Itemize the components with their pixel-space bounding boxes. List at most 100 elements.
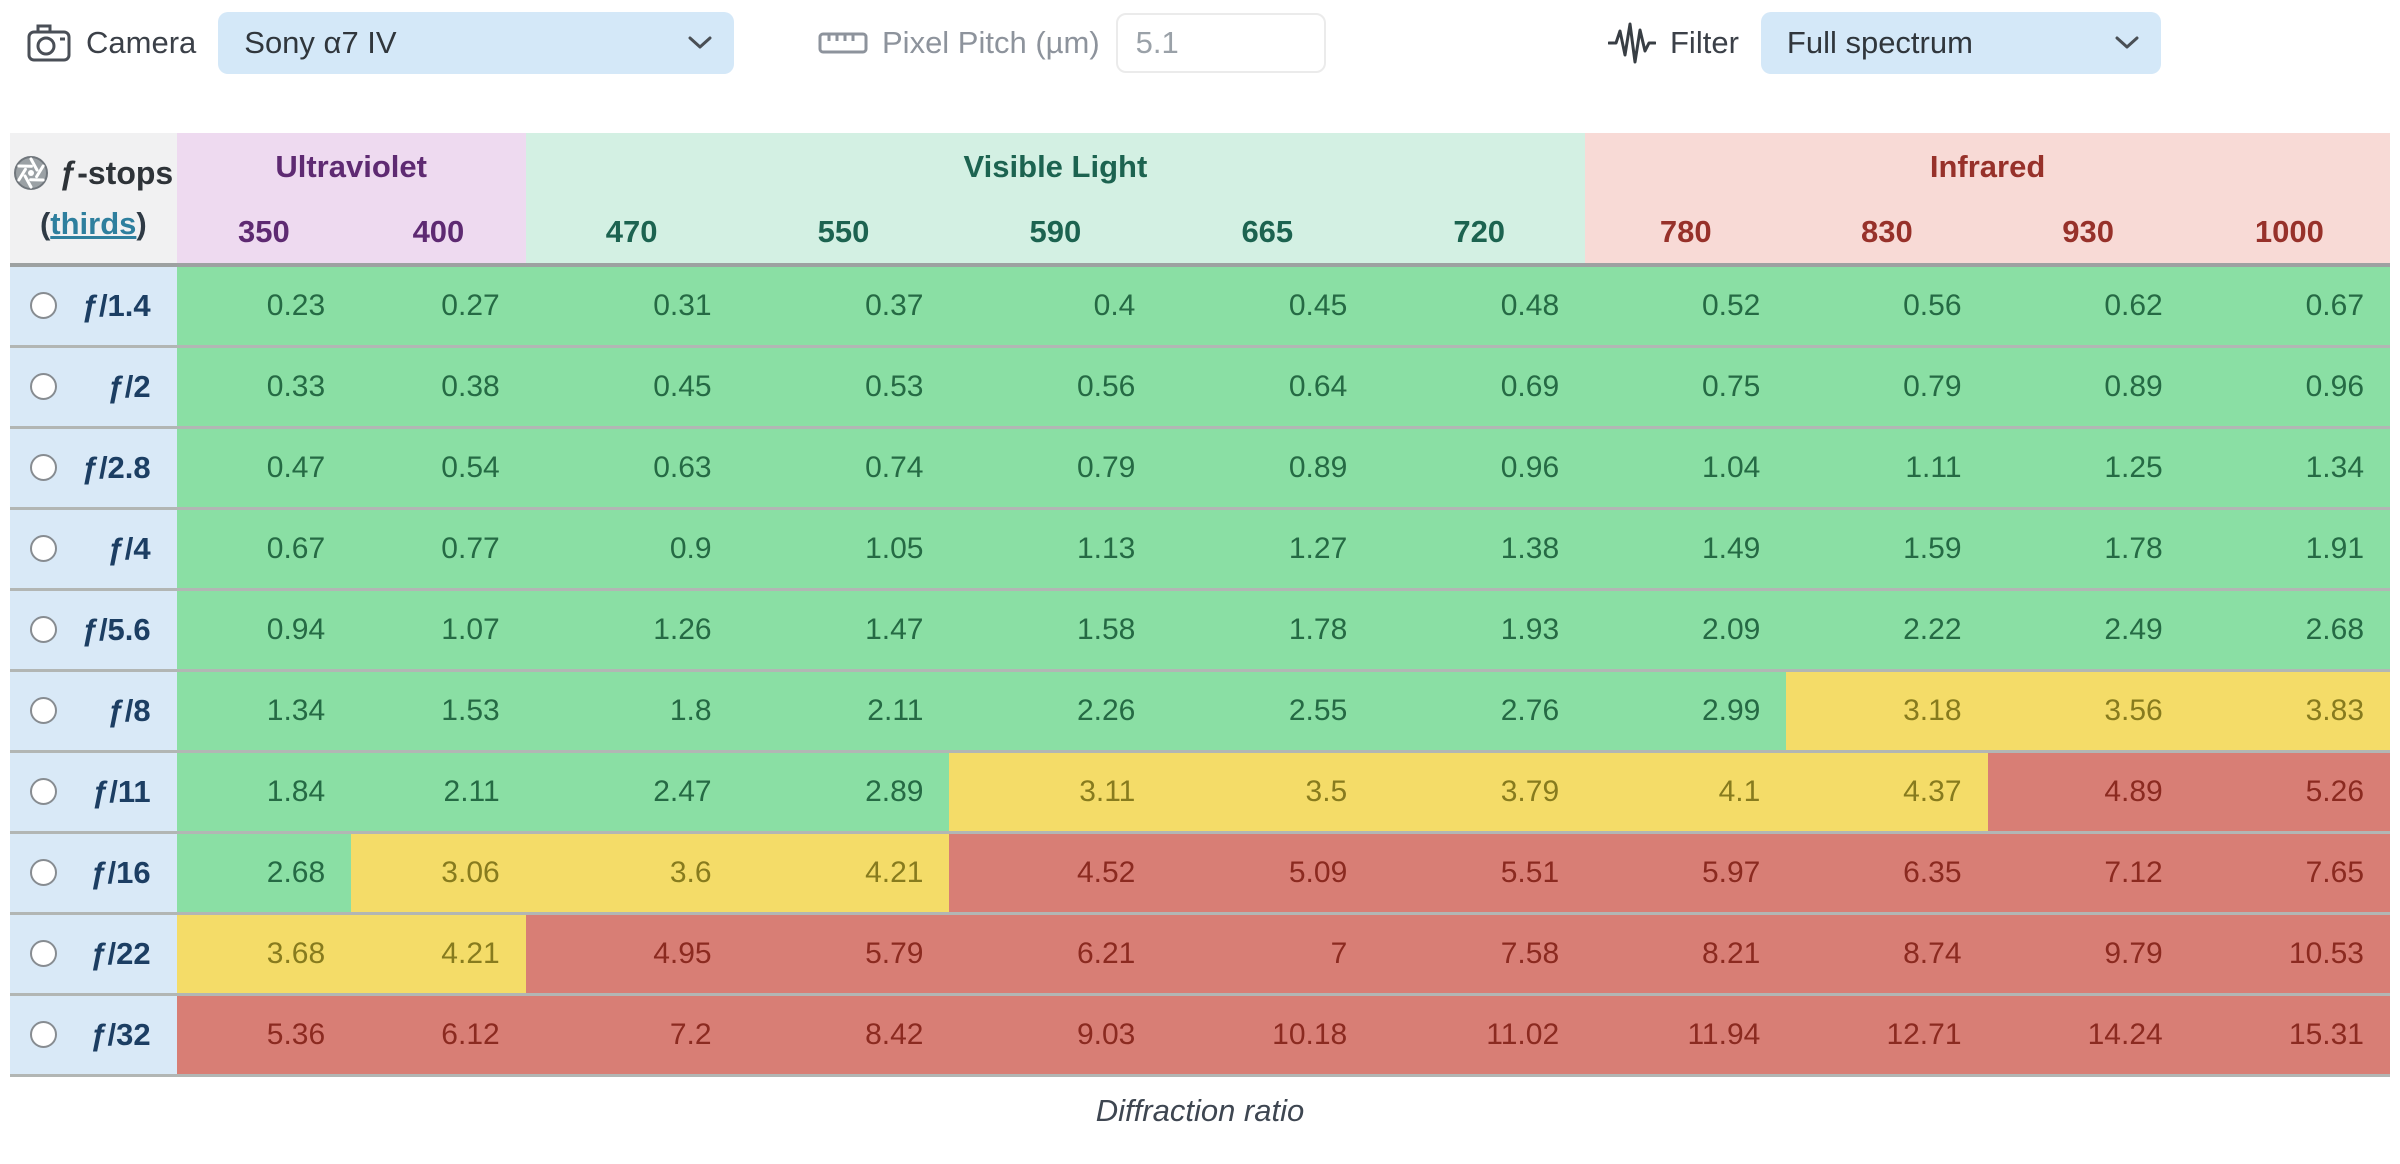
fstop-radio[interactable] — [30, 454, 57, 481]
ratio-cell: 1.78 — [1161, 589, 1374, 672]
fstop-label: ƒ/22 — [90, 935, 151, 971]
fstop-label: ƒ/4 — [107, 530, 151, 566]
ratio-cell: 0.52 — [1585, 265, 1787, 348]
ratio-cell: 1.93 — [1373, 589, 1586, 672]
fstop-row: ƒ/22 3.68 4.21 4.95 5.79 6.21 7 7.58 8.21 8.74 9.7… — [10, 913, 2390, 996]
fstop-label-cell: ƒ/1.4 — [10, 265, 177, 348]
fstop-radio[interactable] — [30, 373, 57, 400]
ratio-cell: 6.35 — [1786, 832, 1988, 915]
filter-select[interactable]: Full spectrum — [1760, 12, 2161, 74]
wavelength-header-665: 665 — [1161, 201, 1374, 267]
fstop-row: ƒ/16 2.68 3.06 3.6 4.21 4.52 5.09 5.51 5.97 6.35 7… — [10, 832, 2390, 915]
ratio-cell: 11.94 — [1585, 994, 1787, 1077]
fstop-label-cell: ƒ/5.6 — [10, 589, 177, 672]
fstop-label: ƒ/2 — [107, 368, 151, 404]
fstop-label-cell: ƒ/32 — [10, 994, 177, 1077]
fstop-label: ƒ/16 — [90, 854, 151, 890]
ratio-cell: 0.27 — [351, 265, 526, 348]
ratio-cell: 9.03 — [949, 994, 1162, 1077]
pixel-pitch-input[interactable] — [1115, 13, 1326, 73]
ratio-cell: 2.22 — [1786, 589, 1988, 672]
fstops-title: ƒ-stops — [59, 154, 174, 191]
fstop-row: ƒ/2 0.33 0.38 0.45 0.53 0.56 0.64 0.69 0.75 0.79 0… — [10, 346, 2390, 429]
ratio-cell: 1.11 — [1786, 427, 1988, 510]
group-header-row-tr: ƒ-stops (thirds) Ultraviolet Visible Ligh… — [10, 133, 2390, 267]
ratio-cell: 8.42 — [737, 994, 950, 1077]
ratio-cell: 0.38 — [351, 346, 526, 429]
camera-select[interactable]: Sony α7 IV — [218, 12, 735, 74]
ratio-cell: 0.54 — [351, 427, 526, 510]
ratio-cell: 0.67 — [176, 508, 352, 591]
ratio-cell: 1.13 — [949, 508, 1162, 591]
ratio-cell: 8.21 — [1585, 913, 1787, 996]
ratio-cell: 6.21 — [949, 913, 1162, 996]
wavelength-header-350: 350 — [176, 201, 352, 267]
wavelength-header-row: 350 400 470 550 590 665 720 780 830 930 1000 — [10, 201, 2390, 267]
ratio-cell: 10.18 — [1161, 994, 1374, 1077]
ratio-cell: 0.56 — [949, 346, 1162, 429]
ratio-cell: 0.47 — [176, 427, 352, 510]
ratio-cell: 7.12 — [1987, 832, 2189, 915]
ratio-cell: 1.53 — [351, 670, 526, 753]
ratio-cell: 15.31 — [2188, 994, 2390, 1077]
ratio-cell: 2.76 — [1373, 670, 1586, 753]
pixel-pitch-label: Pixel Pitch (µm) — [882, 25, 1100, 60]
ratio-cell: 5.51 — [1373, 832, 1586, 915]
ratio-cell: 2.49 — [1987, 589, 2189, 672]
ratio-cell: 0.74 — [737, 427, 950, 510]
filter-label: Filter — [1670, 25, 1739, 60]
ratio-cell: 4.21 — [737, 832, 950, 915]
fstop-label: ƒ/8 — [107, 692, 151, 728]
ratio-cell: 0.75 — [1585, 346, 1787, 429]
fstop-radio[interactable] — [30, 697, 57, 724]
ratio-cell: 1.34 — [2188, 427, 2390, 510]
chevron-down-icon — [688, 36, 712, 50]
fstops-header-cell: ƒ-stops (thirds) — [10, 133, 177, 267]
ratio-cell: 1.25 — [1987, 427, 2189, 510]
toolbar: Camera Sony α7 IV Pixel Pitch (µm) — [0, 0, 2400, 90]
ratio-cell: 0.79 — [1786, 346, 1988, 429]
thirds-link[interactable]: thirds — [50, 205, 137, 241]
waveform-icon — [1608, 20, 1656, 66]
ratio-cell: 1.26 — [525, 589, 738, 672]
ratio-cell: 0.48 — [1373, 265, 1586, 348]
ratio-cell: 0.37 — [737, 265, 950, 348]
ratio-cell: 4.21 — [351, 913, 526, 996]
table-caption: Diffraction ratio — [1095, 1092, 1305, 1128]
ratio-cell: 0.96 — [2188, 346, 2390, 429]
ruler-icon — [818, 29, 868, 57]
ratio-cell: 4.95 — [525, 913, 738, 996]
ratio-cell: 4.52 — [949, 832, 1162, 915]
ratio-cell: 1.8 — [525, 670, 738, 753]
ratio-cell: 0.53 — [737, 346, 950, 429]
ratio-cell: 1.47 — [737, 589, 950, 672]
wavelength-header-400: 400 — [351, 201, 526, 267]
ratio-cell: 1.58 — [949, 589, 1162, 672]
ratio-cell: 2.47 — [525, 751, 738, 834]
fstop-row: ƒ/2.8 0.47 0.54 0.63 0.74 0.79 0.89 0.96 1.04 1.1… — [10, 427, 2390, 510]
ratio-cell: 0.64 — [1161, 346, 1374, 429]
fstop-radio[interactable] — [30, 778, 57, 805]
ratio-cell: 3.11 — [949, 751, 1162, 834]
aperture-icon — [13, 155, 49, 191]
ratio-cell: 0.89 — [1161, 427, 1374, 510]
fstop-radio[interactable] — [30, 859, 57, 886]
ratio-cell: 0.94 — [176, 589, 352, 672]
fstop-radio[interactable] — [30, 535, 57, 562]
fstop-radio[interactable] — [30, 616, 57, 643]
chevron-down-icon — [2115, 36, 2139, 50]
fstop-row: ƒ/32 5.36 6.12 7.2 8.42 9.03 10.18 11.02 11.94 12… — [10, 994, 2390, 1077]
ratio-cell: 3.6 — [525, 832, 738, 915]
ratio-cell: 1.07 — [351, 589, 526, 672]
fstop-label-cell: ƒ/22 — [10, 913, 177, 996]
ratio-cell: 7.2 — [525, 994, 738, 1077]
ratio-cell: 3.18 — [1786, 670, 1988, 753]
fstop-radio[interactable] — [30, 940, 57, 967]
ratio-cell: 2.89 — [737, 751, 950, 834]
fstop-radio[interactable] — [30, 1021, 57, 1048]
ratio-cell: 8.74 — [1786, 913, 1988, 996]
fstop-radio[interactable] — [30, 292, 57, 320]
camera-label: Camera — [86, 25, 197, 60]
fstop-row: ƒ/8 1.34 1.53 1.8 2.11 2.26 2.55 2.76 2.99 3.18 3.… — [10, 670, 2390, 753]
ratio-cell: 0.69 — [1373, 346, 1586, 429]
